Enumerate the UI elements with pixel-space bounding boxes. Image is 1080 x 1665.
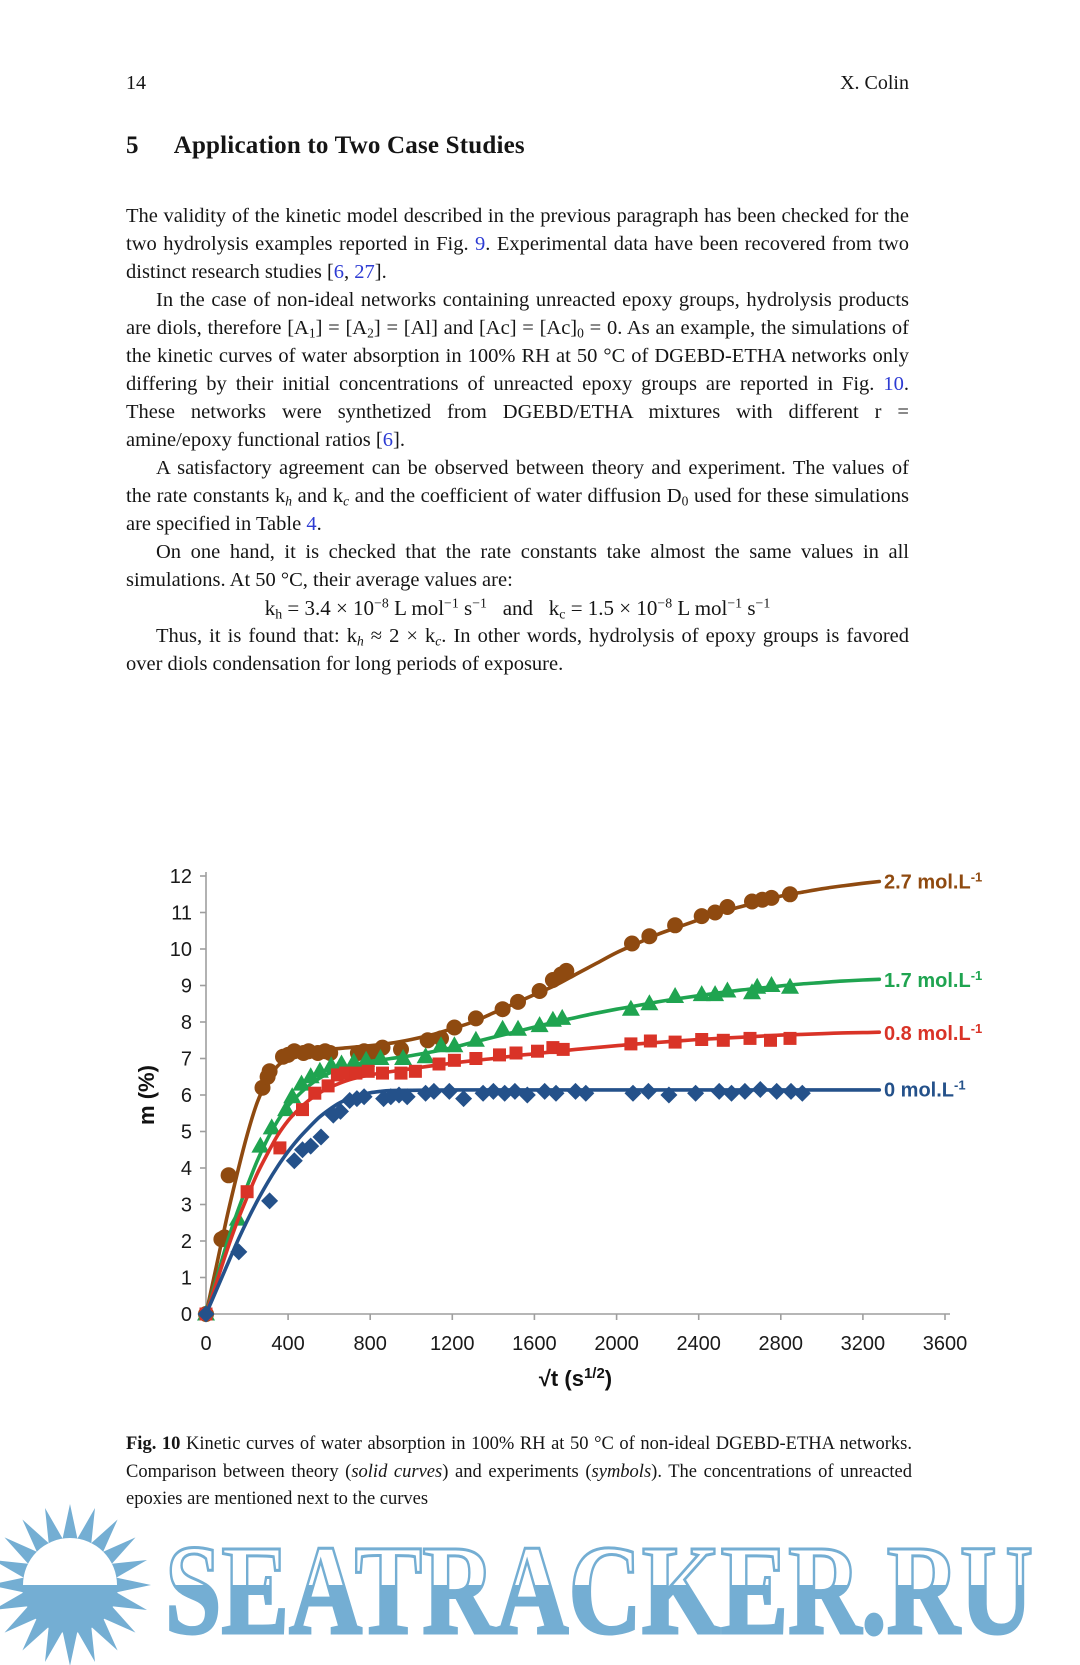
x-tick-label: 3200 bbox=[841, 1333, 886, 1355]
y-tick-label: 11 bbox=[171, 903, 192, 925]
x-tick-label: 2000 bbox=[594, 1333, 639, 1355]
series-0 mol.L-1: 0 mol.L-1 bbox=[197, 1078, 966, 1323]
figure-10-chart: 0 400 800 1200 1600 2000 2400 2800 3200 360001234… bbox=[134, 866, 982, 1391]
paragraph-2: In the case of non-ideal networks contai… bbox=[126, 289, 909, 451]
x-tick-label: 2400 bbox=[676, 1333, 721, 1355]
tick-labels: 0 400 800 1200 1600 2000 2400 2800 3200 360001234… bbox=[170, 866, 968, 1355]
series-2.7 mol.L-1: 2.7 mol.L-1 bbox=[198, 870, 982, 1322]
x-tick-label: 400 bbox=[271, 1333, 304, 1355]
x-tick-label: 1200 bbox=[430, 1333, 475, 1355]
y-tick-label: 7 bbox=[181, 1049, 192, 1071]
paragraph-5: Thus, it is found that: kh ≈ 2 × kc. In … bbox=[126, 625, 910, 675]
y-tick-label: 1 bbox=[181, 1268, 192, 1290]
series-0.8 mol.L-1: 0.8 mol.L-1 bbox=[199, 1021, 982, 1321]
y-tick-label: 3 bbox=[181, 1195, 192, 1217]
y-tick-label: 10 bbox=[170, 939, 192, 961]
y-tick-label: 6 bbox=[181, 1085, 192, 1107]
reference-link[interactable]: 27 bbox=[354, 261, 375, 283]
series-1.7 mol.L-1: 1.7 mol.L-1 bbox=[197, 968, 982, 1321]
x-tick-label: 2800 bbox=[759, 1333, 804, 1355]
x-tick-label: 1600 bbox=[512, 1333, 557, 1355]
y-tick-label: 9 bbox=[181, 976, 192, 998]
y-tick-label: 2 bbox=[181, 1231, 192, 1253]
paragraph-1: The validity of the kinetic model descri… bbox=[126, 205, 909, 283]
section-title: Application to Two Case Studies bbox=[173, 132, 525, 159]
y-tick-label: 12 bbox=[170, 866, 192, 888]
x-tick-label: 800 bbox=[354, 1333, 387, 1355]
body-text: The validity of the kinetic model descri… bbox=[126, 202, 909, 678]
series-label: 2.7 mol.L-1 bbox=[884, 870, 982, 894]
reference-link[interactable]: 6 bbox=[382, 429, 393, 451]
paragraph-4: On one hand, it is checked that the rate… bbox=[126, 541, 909, 591]
watermark-text: SEATRACKER.RU bbox=[165, 1519, 1033, 1661]
series-label: 1.7 mol.L-1 bbox=[884, 968, 982, 992]
sun-logo-icon bbox=[0, 1504, 151, 1665]
series-label: 0.8 mol.L-1 bbox=[884, 1021, 982, 1045]
x-axis-title: √t (s1/2) bbox=[539, 1365, 612, 1391]
y-tick-label: 8 bbox=[181, 1012, 192, 1034]
reference-link[interactable]: 4 bbox=[306, 513, 317, 535]
reference-link[interactable]: 9 bbox=[475, 233, 486, 255]
y-tick-label: 5 bbox=[181, 1122, 192, 1144]
rate-constants-equation: kh = 3.4 × 10−8 L mol−1 s−1 and kc = 1.5… bbox=[264, 595, 771, 622]
page-author: X. Colin bbox=[840, 72, 909, 94]
reference-link[interactable]: 10 bbox=[883, 373, 904, 395]
x-tick-label: 3600 bbox=[923, 1333, 968, 1355]
reference-link[interactable]: 6 bbox=[333, 261, 345, 283]
y-tick-label: 4 bbox=[181, 1158, 192, 1180]
series-label: 0 mol.L-1 bbox=[884, 1078, 966, 1102]
y-tick-label: 0 bbox=[181, 1304, 192, 1326]
section-heading: 5 Application to Two Case Studies bbox=[126, 132, 525, 160]
watermark-text: SEATRACKER.RU bbox=[165, 1519, 1033, 1661]
x-tick-label: 0 bbox=[200, 1333, 211, 1355]
theory-curve bbox=[204, 1088, 882, 1316]
page-header: 14 X. Colin bbox=[126, 72, 909, 95]
figure-10-caption: Fig. 10 Kinetic curves of water absorpti… bbox=[126, 1434, 913, 1509]
page-number: 14 bbox=[126, 72, 146, 94]
paragraph-3: A satisfactory agreement can be observed… bbox=[126, 457, 910, 535]
section-number: 5 bbox=[126, 132, 139, 159]
y-axis-title: m (%) bbox=[134, 1065, 159, 1125]
